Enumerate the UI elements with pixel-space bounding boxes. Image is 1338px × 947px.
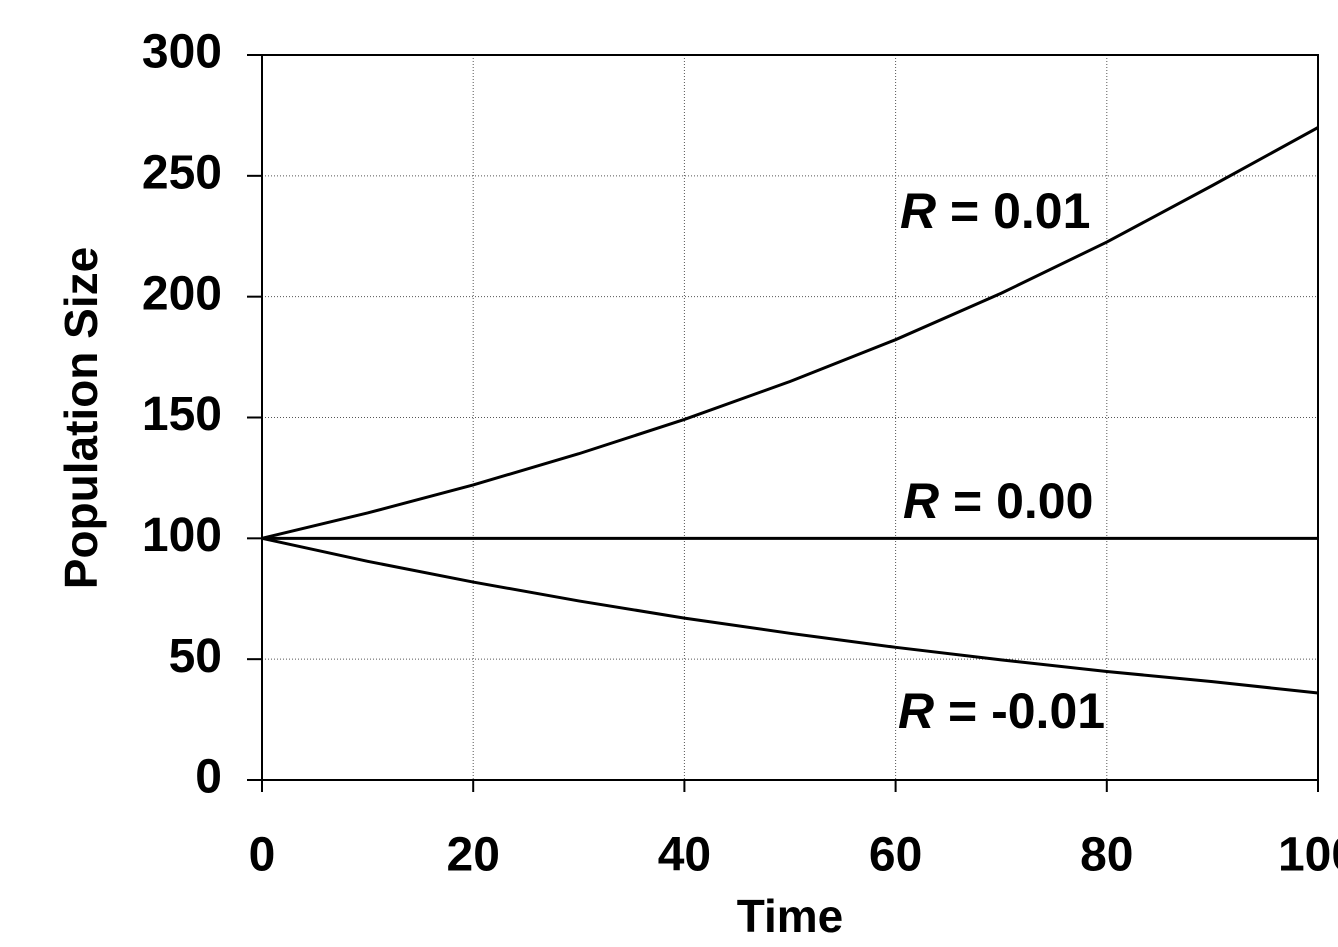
x-tick-label: 100 [1278,829,1338,882]
y-axis-label: Population Size [55,247,107,589]
y-tick-label: 150 [142,388,222,441]
x-tick-label: 20 [447,829,500,882]
series-label: R = -0.01 [898,683,1105,739]
series-line [261,536,1319,695]
x-axis-label: Time [737,890,844,942]
series-label: R = 0.00 [903,473,1093,529]
x-tick-label: 40 [658,829,711,882]
y-tick-label: 250 [142,147,222,200]
series-line [261,126,1319,540]
y-tick-label: 100 [142,509,222,562]
x-tick-label: 80 [1080,829,1133,882]
y-tick-label: 300 [142,26,222,79]
y-tick-label: 200 [142,267,222,320]
y-tick-label: 50 [169,630,222,683]
x-tick-label: 0 [249,829,276,882]
x-tick-label: 60 [869,829,922,882]
y-tick-label: 0 [195,751,222,804]
plot-frame [261,54,1319,781]
series-label: R = 0.01 [900,183,1090,239]
